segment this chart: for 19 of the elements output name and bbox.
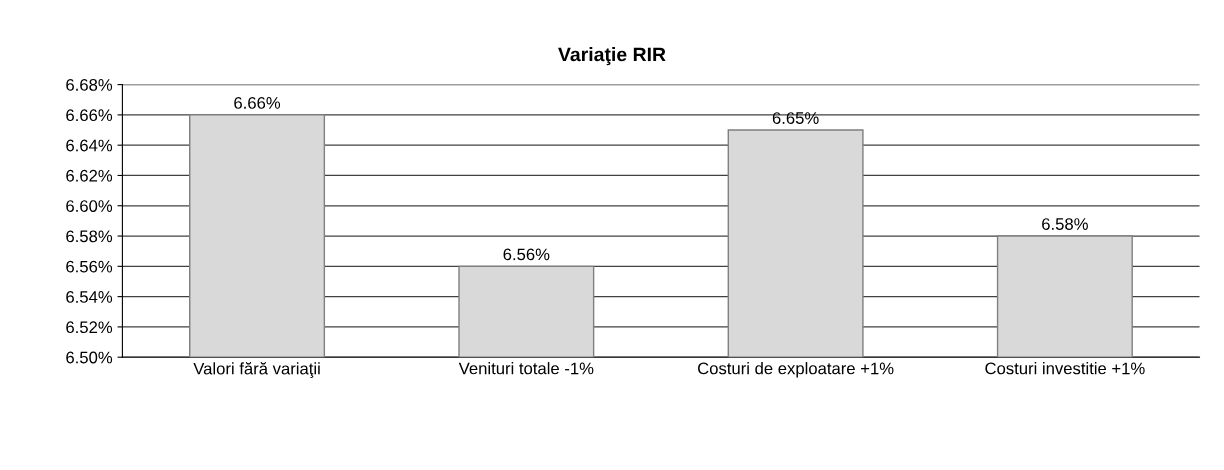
x-tick-label: Valori fără variaţii: [193, 362, 320, 378]
y-tick-label: 6.52%: [66, 321, 113, 334]
data-label: 6.58%: [1042, 218, 1088, 230]
data-label: 6.65%: [772, 112, 819, 124]
y-tick-label: 6.56%: [66, 260, 113, 273]
y-tick-label: 6.50%: [66, 351, 113, 364]
x-tick-label: Costuri de exploatare +1%: [698, 362, 894, 378]
data-label: 6.66%: [234, 97, 281, 109]
y-tick-label: 6.64%: [66, 139, 113, 152]
x-tick-label: Venituri totale -1%: [458, 362, 594, 375]
x-tick-label: Costuri investitie +1%: [985, 362, 1145, 375]
y-tick-label: 6.60%: [66, 200, 113, 212]
y-tick-label: 6.58%: [66, 230, 113, 243]
y-tick-label: 6.68%: [66, 79, 113, 91]
y-tick-label: 6.66%: [66, 109, 113, 122]
y-tick-label: 6.62%: [66, 169, 113, 182]
chart-title: Variaţie RIR: [558, 47, 666, 66]
data-label: 6.56%: [503, 248, 550, 261]
y-tick-label: 6.54%: [66, 291, 113, 303]
